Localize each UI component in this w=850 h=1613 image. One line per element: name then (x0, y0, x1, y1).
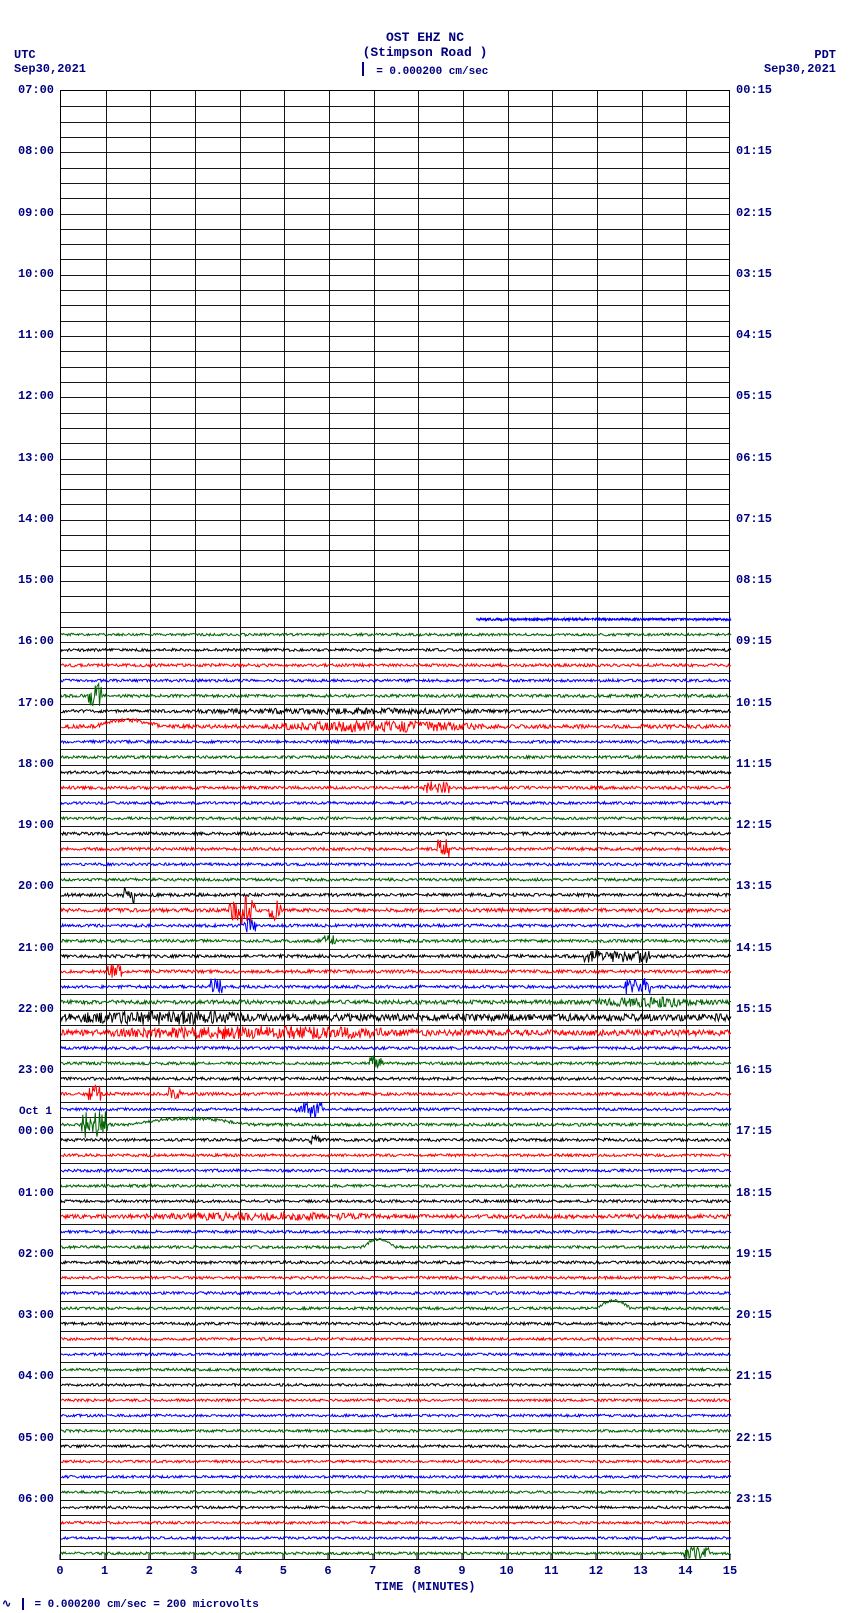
footer-prefix: ∿ (2, 1599, 11, 1611)
y-right-label: 22:15 (736, 1431, 772, 1445)
y-right-label: 19:15 (736, 1247, 772, 1261)
y-left-label: 16:00 (18, 634, 54, 648)
x-tick-label: 9 (458, 1564, 465, 1578)
y-left-label: 23:00 (18, 1063, 54, 1077)
y-right-label: 05:15 (736, 389, 772, 403)
x-tick-label: 14 (678, 1564, 692, 1578)
y-right-label: 07:15 (736, 512, 772, 526)
y-right-label: 16:15 (736, 1063, 772, 1077)
y-right-label: 04:15 (736, 328, 772, 342)
scale-text: = 0.000200 cm/sec (376, 66, 488, 78)
x-tick-label: 13 (633, 1564, 647, 1578)
x-tick-label: 8 (414, 1564, 421, 1578)
y-left-label: 07:00 (18, 83, 54, 97)
y-left-label: 21:00 (18, 941, 54, 955)
seismic-trace (61, 91, 731, 1561)
footer-bar-icon (22, 1598, 24, 1610)
y-right-label: 00:15 (736, 83, 772, 97)
tz-right-date: Sep30,2021 (764, 62, 836, 76)
y-right-label: 03:15 (736, 267, 772, 281)
x-tick-label: 6 (324, 1564, 331, 1578)
helicorder-plot (60, 90, 730, 1560)
x-tick-label: 4 (235, 1564, 242, 1578)
y-right-label: 10:15 (736, 696, 772, 710)
scale-indicator: = 0.000200 cm/sec (0, 64, 850, 78)
y-left-label: 19:00 (18, 818, 54, 832)
y-left-label: 08:00 (18, 144, 54, 158)
y-left-label: Oct 1 (19, 1106, 52, 1118)
footer-scale: ∿ = 0.000200 cm/sec = 200 microvolts (2, 1597, 259, 1611)
x-tick-label: 5 (280, 1564, 287, 1578)
y-right-label: 18:15 (736, 1186, 772, 1200)
y-left-label: 18:00 (18, 757, 54, 771)
scale-bar-icon (362, 62, 364, 76)
y-right-label: 20:15 (736, 1308, 772, 1322)
y-left-label: 13:00 (18, 451, 54, 465)
y-right-label: 17:15 (736, 1124, 772, 1138)
tz-left-label: UTC (14, 48, 36, 62)
y-right-label: 02:15 (736, 206, 772, 220)
y-right-label: 06:15 (736, 451, 772, 465)
timezone-right: PDT Sep30,2021 (764, 48, 836, 76)
y-right-label: 15:15 (736, 1002, 772, 1016)
x-tick-label: 2 (146, 1564, 153, 1578)
tz-left-date: Sep30,2021 (14, 62, 86, 76)
y-left-label: 04:00 (18, 1369, 54, 1383)
x-tick-label: 3 (190, 1564, 197, 1578)
y-left-label: 12:00 (18, 389, 54, 403)
y-right-label: 01:15 (736, 144, 772, 158)
y-left-label: 05:00 (18, 1431, 54, 1445)
tz-right-label: PDT (814, 48, 836, 62)
x-tick-label: 10 (499, 1564, 513, 1578)
y-left-label: 09:00 (18, 206, 54, 220)
footer-text: = 0.000200 cm/sec = 200 microvolts (34, 1599, 258, 1611)
x-tick-label: 0 (56, 1564, 63, 1578)
y-right-label: 14:15 (736, 941, 772, 955)
y-right-label: 21:15 (736, 1369, 772, 1383)
y-left-label: 17:00 (18, 696, 54, 710)
title-line2: (Stimpson Road ) (363, 45, 488, 60)
y-left-label: 15:00 (18, 573, 54, 587)
y-left-label: 11:00 (18, 328, 54, 342)
y-left-label: 03:00 (18, 1308, 54, 1322)
y-left-label: 00:00 (18, 1124, 54, 1138)
y-left-label: 20:00 (18, 879, 54, 893)
x-tick-label: 1 (101, 1564, 108, 1578)
y-left-label: 06:00 (18, 1492, 54, 1506)
y-left-label: 14:00 (18, 512, 54, 526)
y-right-label: 13:15 (736, 879, 772, 893)
timezone-left: UTC Sep30,2021 (14, 48, 86, 76)
y-left-label: 02:00 (18, 1247, 54, 1261)
y-left-label: 10:00 (18, 267, 54, 281)
y-right-label: 08:15 (736, 573, 772, 587)
y-left-label: 22:00 (18, 1002, 54, 1016)
chart-title: OST EHZ NC (Stimpson Road ) (0, 30, 850, 60)
title-line1: OST EHZ NC (386, 30, 464, 45)
y-right-label: 23:15 (736, 1492, 772, 1506)
x-tick-label: 15 (723, 1564, 737, 1578)
x-tick-label: 7 (369, 1564, 376, 1578)
y-right-label: 09:15 (736, 634, 772, 648)
y-left-label: 01:00 (18, 1186, 54, 1200)
x-tick-label: 12 (589, 1564, 603, 1578)
x-axis-label: TIME (MINUTES) (0, 1580, 850, 1594)
x-tick-label: 11 (544, 1564, 558, 1578)
y-right-label: 12:15 (736, 818, 772, 832)
y-right-label: 11:15 (736, 757, 772, 771)
